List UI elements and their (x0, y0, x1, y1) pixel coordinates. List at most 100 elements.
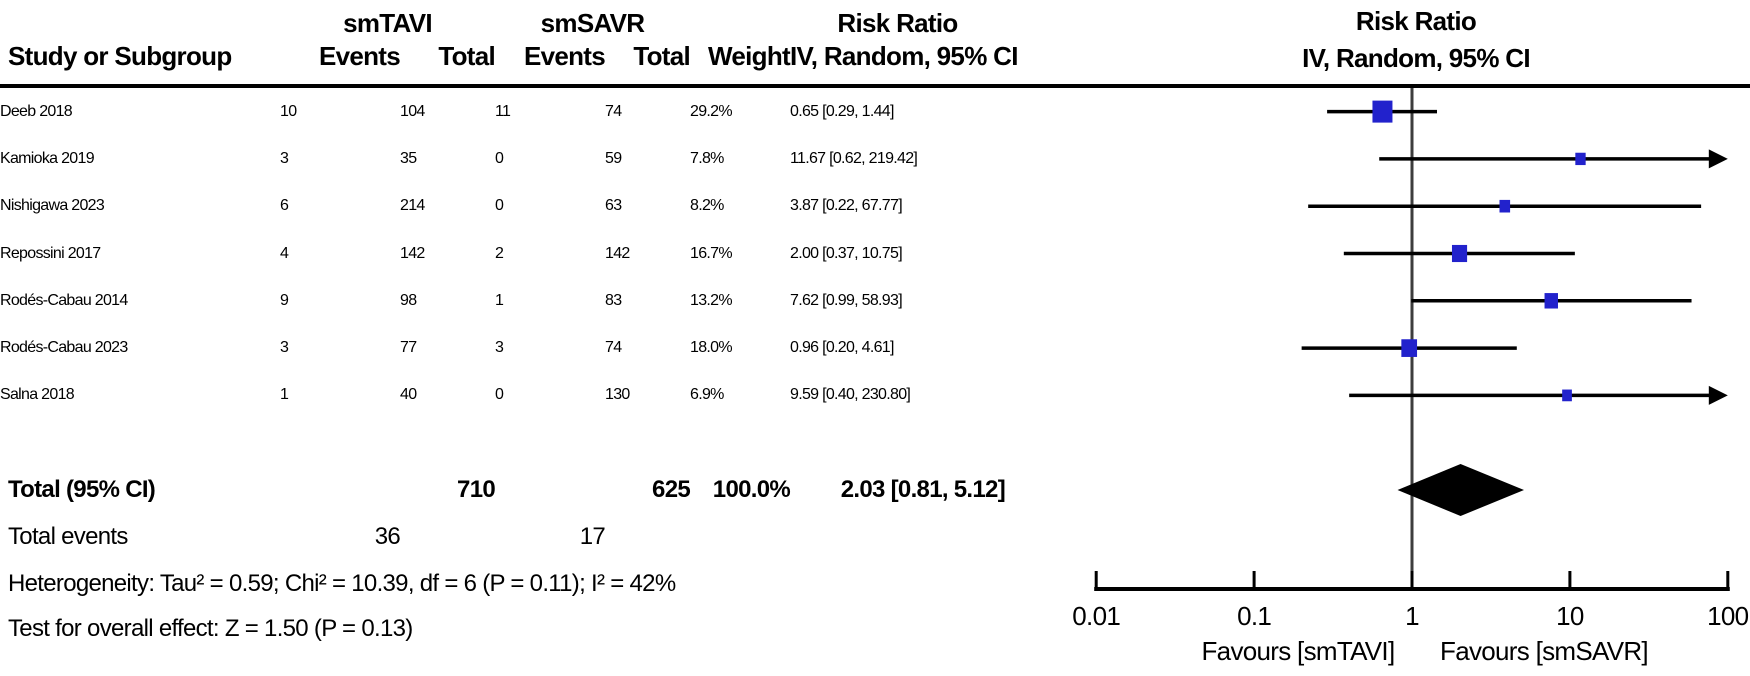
events-smsavr: 1 (495, 291, 504, 309)
study-name: Deeb 2018 (0, 102, 73, 120)
study-name: Kamioka 2019 (0, 149, 95, 167)
total-label: Total (95% CI) (8, 475, 156, 503)
events-smsavr: 3 (495, 339, 504, 357)
forest-plot-svg: 0.01 0.1 1 10 100 Favours [smTAVI] Favours [sm… (1072, 88, 1749, 666)
col-header-total2: Total (633, 41, 690, 71)
study-name: Salna 2018 (0, 386, 75, 404)
study-name: Nishigawa 2023 (0, 197, 105, 215)
total-smsavr: 142 (605, 244, 630, 262)
total-n-smsavr: 625 (652, 475, 691, 503)
group-header-smtavi: smTAVI (343, 8, 432, 38)
header-rule (0, 84, 1750, 88)
total-events-row: Total events 36 17 (0, 513, 1005, 560)
col-header-events2: Events (523, 41, 606, 71)
ci-text: 11.67 [0.62, 219.42] (790, 149, 918, 167)
effect-square (1499, 199, 1511, 213)
table-row: Rodés-Cabau 2014 9 98 1 83 13.2% 7.62 [0… (0, 277, 1005, 324)
effect-square (1372, 100, 1393, 123)
events-smtavi: 3 (280, 149, 289, 167)
ci-arrow-right (1708, 385, 1728, 405)
table-row: Salna 2018 1 40 0 130 6.9% 9.59 [0.40, 2… (0, 372, 1005, 419)
events-smsavr: 11 (495, 102, 511, 120)
weight: 13.2% (690, 291, 733, 309)
total-smtavi: 40 (400, 386, 417, 404)
total-events-smsavr: 17 (579, 522, 606, 550)
effect-square (1544, 293, 1558, 309)
ci-text: 0.96 [0.20, 4.61] (790, 339, 894, 357)
total-n-smtavi: 710 (457, 475, 496, 503)
events-smsavr: 0 (495, 197, 504, 215)
total-smsavr: 83 (605, 291, 622, 309)
favours-right-label: Favours [smSAVR] (1440, 636, 1648, 666)
table-row: Nishigawa 2023 6 214 0 63 8.2% 3.87 [0.2… (0, 183, 1005, 230)
total-events-label: Total events (8, 522, 128, 550)
weight: 29.2% (690, 102, 733, 120)
total-smtavi: 142 (400, 244, 425, 262)
effect-square (1575, 152, 1586, 166)
weight: 16.7% (690, 244, 733, 262)
table-row: Rodés-Cabau 2023 3 77 3 74 18.0% 0.96 [0… (0, 324, 1005, 371)
ci-text: 0.65 [0.29, 1.44] (790, 102, 894, 120)
plot-header: Risk Ratio IV, Random, 95% CI (1302, 6, 1530, 74)
col-header-events1: Events (318, 41, 401, 71)
effect-column-title: Risk Ratio (837, 8, 958, 38)
effect-square (1562, 389, 1572, 402)
col-header-study: Study or Subgroup (8, 41, 232, 71)
events-smsavr: 0 (495, 149, 504, 167)
total-smtavi: 214 (400, 197, 425, 215)
weight: 7.8% (690, 149, 724, 167)
total-smsavr: 74 (605, 339, 622, 357)
events-smtavi: 1 (280, 386, 289, 404)
weight: 6.9% (690, 386, 724, 404)
study-name: Repossini 2017 (0, 244, 101, 262)
total-smtavi: 35 (400, 149, 417, 167)
table-row: Repossini 2017 4 142 2 142 16.7% 2.00 [0… (0, 230, 1005, 277)
total-smsavr: 63 (605, 197, 622, 215)
ci-text: 3.87 [0.22, 67.77] (790, 197, 903, 215)
col-header-weight: Weight (708, 41, 791, 71)
summary-diamond (1397, 464, 1524, 516)
total-ci: 2.03 [0.81, 5.12] (840, 475, 1006, 503)
plot-title-line2: IV, Random, 95% CI (1302, 43, 1530, 73)
total-weight: 100.0% (712, 475, 791, 503)
total-events-smtavi: 36 (374, 522, 401, 550)
weight: 18.0% (690, 339, 733, 357)
events-smtavi: 10 (280, 102, 297, 120)
axis-tick-label: 0.1 (1237, 601, 1271, 631)
effect-square (1401, 339, 1418, 357)
axis-tick-label: 100 (1707, 601, 1749, 631)
axis-tick-label: 10 (1556, 601, 1584, 631)
total-smtavi: 77 (400, 339, 417, 357)
study-rows: Deeb 2018 10 104 11 74 29.2% 0.65 [0.29,… (0, 88, 1005, 419)
ci-text: 2.00 [0.37, 10.75] (790, 244, 903, 262)
total-smsavr: 59 (605, 149, 622, 167)
total-smsavr: 74 (605, 102, 622, 120)
total-smsavr: 130 (605, 386, 630, 404)
overall-effect-text: Test for overall effect: Z = 1.50 (P = 0… (8, 615, 413, 642)
total-smtavi: 98 (400, 291, 417, 309)
ci-arrow-right (1708, 149, 1728, 169)
group-header-smsavr: smSAVR (540, 8, 645, 38)
table-row: Deeb 2018 10 104 11 74 29.2% 0.65 [0.29,… (0, 88, 1005, 135)
events-smtavi: 6 (280, 197, 289, 215)
col-header-total1: Total (438, 41, 495, 71)
axis-tick-label: 0.01 (1072, 601, 1120, 631)
ci-text: 7.62 [0.99, 58.93] (790, 291, 903, 309)
effect-square (1451, 244, 1468, 263)
events-smtavi: 9 (280, 291, 289, 309)
weight: 8.2% (690, 197, 724, 215)
table-row: Kamioka 2019 3 35 0 59 7.8% 11.67 [0.62,… (0, 135, 1005, 182)
total-smtavi: 104 (400, 102, 425, 120)
column-header-row: Study or Subgroup Events Total Events To… (0, 38, 1018, 72)
col-header-ci: IV, Random, 95% CI (790, 41, 1018, 71)
events-smtavi: 4 (280, 244, 289, 262)
events-smsavr: 2 (495, 244, 504, 262)
study-name: Rodés-Cabau 2014 (0, 291, 128, 309)
heterogeneity-text: Heterogeneity: Tau² = 0.59; Chi² = 10.39… (8, 570, 676, 597)
axis-tick-label: 1 (1405, 601, 1419, 631)
favours-left-label: Favours [smTAVI] (1202, 636, 1395, 666)
ci-text: 9.59 [0.40, 230.80] (790, 386, 911, 404)
events-smsavr: 0 (495, 386, 504, 404)
plot-title-line1: Risk Ratio (1355, 6, 1477, 36)
